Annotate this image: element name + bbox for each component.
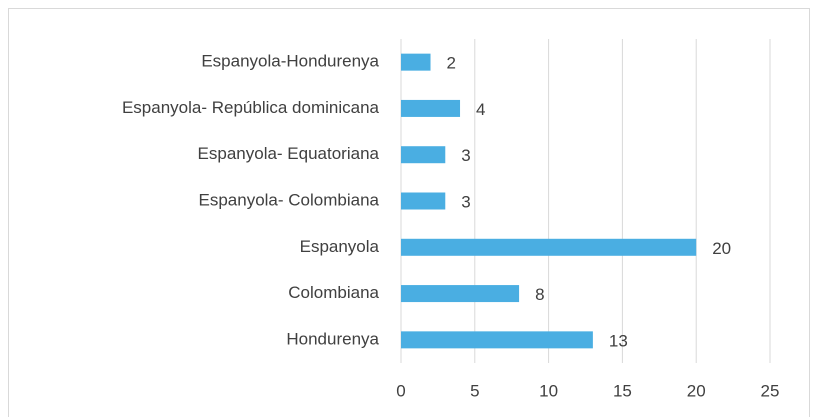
value-label: 20 bbox=[712, 239, 731, 258]
bar bbox=[401, 285, 520, 303]
x-tick-label: 5 bbox=[470, 381, 479, 400]
value-label: 2 bbox=[447, 54, 456, 73]
bar bbox=[401, 238, 697, 256]
bar bbox=[401, 99, 461, 117]
bar bbox=[401, 192, 446, 210]
value-label: 3 bbox=[461, 192, 470, 211]
x-tick-label: 0 bbox=[396, 381, 405, 400]
x-tick-label: 15 bbox=[613, 381, 632, 400]
y-tick-label: Espanyola bbox=[300, 237, 380, 256]
y-tick-label: Colombiana bbox=[288, 283, 379, 302]
y-tick-label: Espanyola- Colombiana bbox=[199, 190, 380, 209]
bar bbox=[401, 146, 446, 164]
value-label: 4 bbox=[476, 100, 485, 119]
bar bbox=[401, 53, 431, 71]
x-tick-label: 25 bbox=[761, 381, 780, 400]
bar bbox=[401, 331, 593, 349]
y-tick-label: Espanyola- Equatoriana bbox=[198, 144, 380, 163]
chart-border bbox=[8, 8, 810, 417]
x-tick-label: 10 bbox=[539, 381, 558, 400]
y-tick-label: Espanyola- República dominicana bbox=[122, 98, 380, 117]
value-label: 3 bbox=[461, 146, 470, 165]
y-tick-label: Hondurenya bbox=[286, 329, 379, 348]
x-tick-label: 20 bbox=[687, 381, 706, 400]
value-label: 13 bbox=[609, 331, 628, 350]
value-label: 8 bbox=[535, 285, 544, 304]
y-tick-label: Espanyola-Hondurenya bbox=[201, 52, 379, 71]
